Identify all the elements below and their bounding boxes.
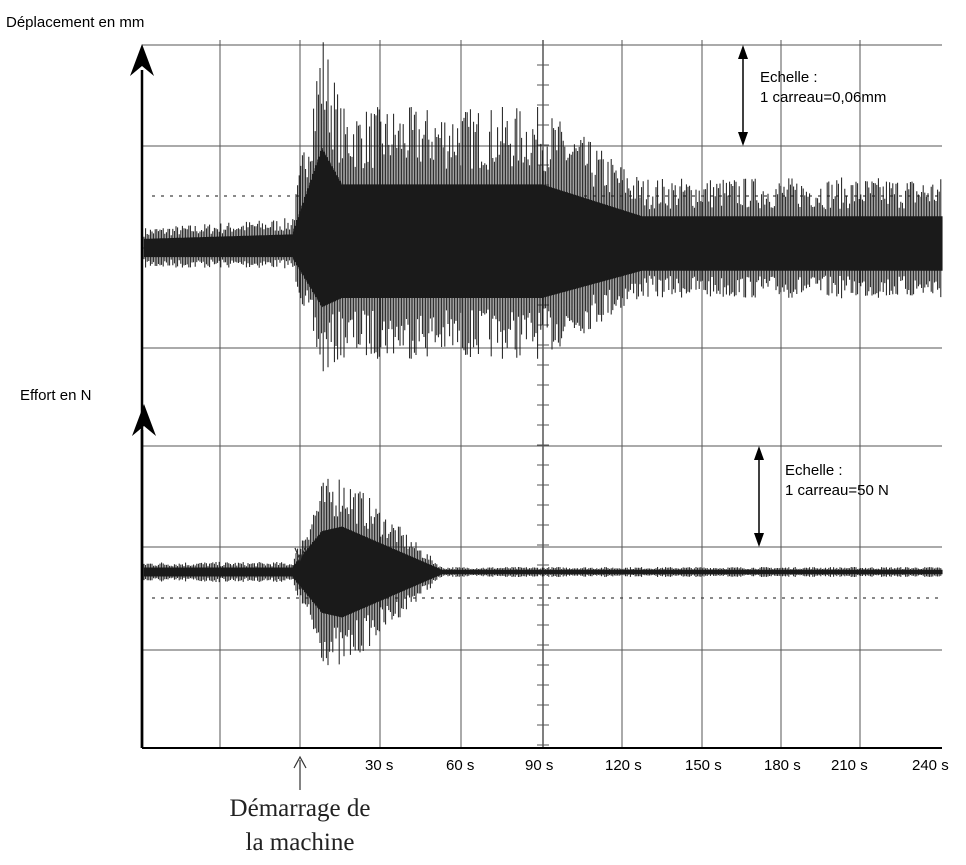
- displacement-scale-arrow-head-up: [738, 45, 748, 59]
- signal-core: [143, 148, 943, 308]
- force-scale-arrow-head-up: [754, 446, 764, 460]
- displacement-axis-arrowhead: [130, 44, 154, 76]
- displacement-scale-value: 1 carreau=0,06mm: [760, 89, 887, 106]
- machine-start-arrow-head: [293, 755, 307, 769]
- x-tick-label: 240 s: [912, 757, 949, 774]
- displacement-scale-title: Echelle :: [760, 69, 818, 86]
- x-tick-label: 120 s: [605, 757, 642, 774]
- force-axis-arrowhead: [132, 404, 156, 436]
- machine-start-annotation: Démarrage de la machine: [200, 792, 400, 860]
- force-signal: [143, 478, 943, 666]
- force-axis-label: Effort en N: [20, 387, 92, 404]
- displacement-scale-arrow-head-down: [738, 132, 748, 146]
- x-tick-label: 30 s: [365, 757, 394, 774]
- machine-start-marker: [294, 547, 306, 562]
- x-tick-label: 60 s: [446, 757, 475, 774]
- x-tick-label: 150 s: [685, 757, 722, 774]
- machine-start-line1: Démarrage de: [229, 795, 371, 822]
- x-tick-label: 180 s: [764, 757, 801, 774]
- machine-start-line2: la machine: [245, 829, 355, 856]
- x-tick-label: 210 s: [831, 757, 868, 774]
- x-tick-label: 90 s: [525, 757, 554, 774]
- force-scale-arrow-head-down: [754, 533, 764, 547]
- force-scale-value: 1 carreau=50 N: [785, 482, 889, 499]
- displacement-axis-label: Déplacement en mm: [6, 14, 145, 31]
- force-scale-title: Echelle :: [785, 462, 843, 479]
- force-scale-note: Echelle : 1 carreau=50 N: [785, 461, 889, 501]
- displacement-signal: [143, 42, 943, 372]
- displacement-scale-note: Echelle : 1 carreau=0,06mm: [760, 68, 886, 108]
- signal-core: [143, 526, 943, 618]
